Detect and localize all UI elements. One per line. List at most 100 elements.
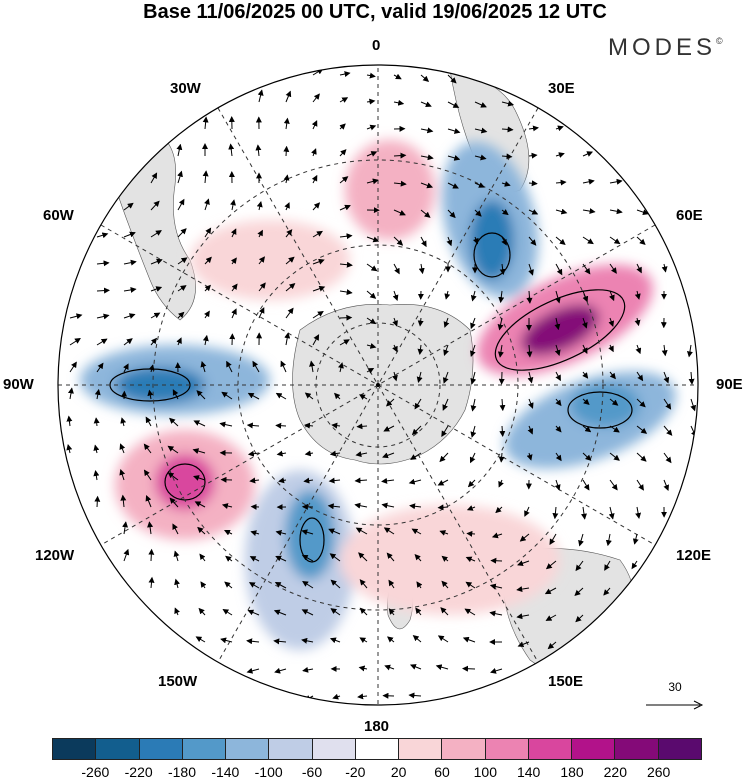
colorbar-swatch bbox=[398, 739, 442, 759]
wind-arrow bbox=[636, 398, 646, 408]
wind-arrow bbox=[578, 533, 584, 547]
wind-arrow bbox=[581, 317, 588, 329]
wind-arrow bbox=[690, 398, 697, 412]
wind-arrow bbox=[528, 263, 534, 276]
colorbar-swatch bbox=[657, 739, 701, 759]
wind-arrow bbox=[636, 452, 647, 462]
wind-arrow bbox=[474, 182, 485, 188]
wind-arrow bbox=[498, 290, 505, 304]
wind-arrow bbox=[339, 149, 347, 157]
wind-arrow bbox=[470, 317, 476, 330]
wind-arrow bbox=[172, 523, 179, 535]
wind-arrow bbox=[145, 494, 152, 508]
arrow-right-icon bbox=[646, 700, 704, 710]
wind-arrow bbox=[167, 445, 179, 454]
wind-arrow bbox=[604, 560, 611, 571]
wind-arrow bbox=[636, 479, 644, 491]
colorbar-tick-label: 260 bbox=[646, 764, 671, 780]
wind-arrow bbox=[150, 337, 158, 346]
wind-arrow bbox=[96, 232, 109, 239]
wind-arrow bbox=[582, 236, 594, 245]
wind-arrow bbox=[224, 530, 233, 536]
wind-arrow bbox=[312, 93, 320, 103]
lon-label-mid-upper-right: 60E bbox=[676, 207, 703, 224]
map-title: Base 11/06/2025 00 UTC, valid 19/06/2025… bbox=[143, 1, 607, 23]
wind-arrow bbox=[661, 344, 668, 357]
wind-arrow bbox=[285, 307, 294, 319]
wind-arrow bbox=[339, 314, 353, 321]
wind-arrow bbox=[417, 344, 424, 355]
wind-arrow bbox=[366, 317, 377, 325]
wind-arrow bbox=[339, 71, 351, 78]
wind-arrow bbox=[366, 343, 377, 349]
colorbar-swatch bbox=[268, 739, 312, 759]
wind-arrow bbox=[420, 101, 432, 108]
wind-arrow bbox=[417, 317, 424, 327]
wind-arrow bbox=[412, 635, 422, 643]
wind-arrow bbox=[303, 477, 314, 484]
colorbar-tick-label: 20 bbox=[390, 764, 407, 780]
anomaly-negative-south-core bbox=[285, 490, 335, 580]
wind-arrow bbox=[122, 521, 129, 535]
wind-arrow bbox=[582, 263, 591, 275]
wind-arrow bbox=[198, 607, 206, 616]
wind-arrow bbox=[96, 362, 104, 373]
wind-arrow bbox=[470, 425, 477, 438]
wind-arrow bbox=[250, 530, 260, 537]
wind-arrow bbox=[443, 344, 449, 356]
wind-arrow bbox=[359, 637, 368, 644]
wind-arrow bbox=[304, 450, 314, 457]
lon-label-top: 0 bbox=[372, 37, 381, 54]
wind-arrow bbox=[603, 587, 611, 596]
wind-arrow bbox=[447, 128, 461, 134]
wind-arrow bbox=[194, 501, 206, 508]
wind-arrow bbox=[358, 552, 368, 562]
wind-arrow bbox=[94, 388, 101, 400]
wind-arrow bbox=[69, 361, 77, 373]
wind-arrow bbox=[527, 371, 534, 384]
wind-arrow bbox=[366, 178, 379, 185]
wind-arrow bbox=[420, 74, 430, 82]
wind-arrow bbox=[435, 664, 449, 671]
wind-arrow bbox=[332, 693, 341, 700]
wind-arrow bbox=[69, 313, 83, 320]
wind-arrow bbox=[359, 579, 368, 589]
wind-arrow bbox=[304, 392, 314, 400]
wind-arrow bbox=[255, 144, 262, 157]
wind-arrow bbox=[462, 636, 476, 643]
wind-arrow bbox=[409, 503, 422, 510]
wind-arrow bbox=[686, 344, 693, 358]
antarctica-shape bbox=[292, 304, 474, 465]
wind-arrow bbox=[528, 125, 539, 132]
wind-arrow bbox=[498, 479, 504, 488]
wind-arrow bbox=[609, 178, 623, 185]
reference-vector: 30 bbox=[640, 680, 710, 716]
wind-arrow bbox=[366, 263, 378, 272]
wind-arrow bbox=[516, 613, 530, 620]
wind-arrow bbox=[258, 282, 266, 292]
wind-arrow bbox=[338, 362, 344, 373]
wind-arrow bbox=[358, 665, 368, 672]
wind-arrow bbox=[386, 552, 395, 562]
wind-arrow bbox=[174, 578, 180, 589]
lon-label-mid-lower-right: 120E bbox=[676, 547, 712, 564]
wind-arrow bbox=[416, 371, 423, 383]
wind-arrow bbox=[501, 209, 509, 216]
wind-arrow bbox=[366, 72, 376, 79]
wind-arrow bbox=[145, 416, 152, 427]
wind-arrow bbox=[554, 344, 561, 357]
wind-arrow bbox=[120, 417, 127, 427]
wind-arrow bbox=[381, 477, 395, 484]
wind-arrow bbox=[148, 576, 155, 589]
wind-arrow bbox=[490, 667, 503, 674]
wind-arrow bbox=[120, 494, 127, 508]
wind-arrow bbox=[393, 180, 407, 187]
wind-arrow bbox=[329, 450, 341, 457]
anomaly-negative-atlantic-core bbox=[470, 200, 514, 280]
colorbar-tick-label: 220 bbox=[603, 764, 627, 780]
wind-arrow bbox=[388, 608, 395, 616]
wind-arrow bbox=[195, 636, 206, 643]
wind-arrow bbox=[328, 528, 341, 535]
lon-label-mid-upper-left: 60W bbox=[43, 207, 74, 224]
wind-arrow bbox=[273, 638, 287, 645]
